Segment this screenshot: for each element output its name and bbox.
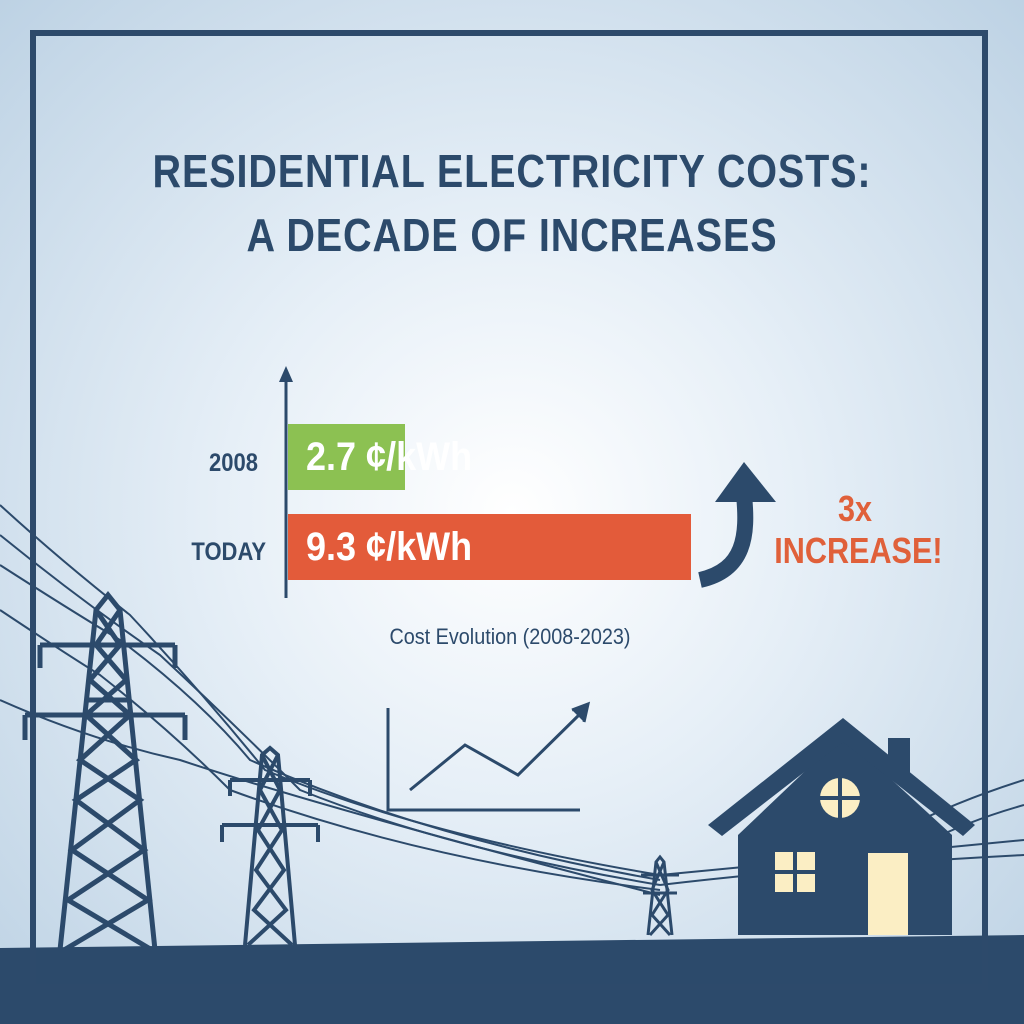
increase-label: INCREASE!: [774, 530, 943, 571]
bar-2008: 2.7 ¢/kWh: [288, 424, 472, 490]
y-axis: [279, 366, 293, 598]
bar-value-label-today: 9.3 ¢/kWh: [306, 525, 473, 569]
bar-today: 9.3 ¢/kWh: [288, 514, 691, 580]
frame-border: [30, 30, 988, 990]
category-label-2008: 2008: [209, 449, 258, 477]
transmission-tower-icon: [220, 745, 320, 947]
increase-callout: 3x INCREASE!: [774, 488, 943, 572]
transmission-tower-icon: [22, 590, 188, 953]
increase-multiplier: 3x: [837, 488, 873, 529]
ground: [0, 935, 1024, 1024]
house-icon: [708, 718, 975, 935]
line-chart-icon: [386, 701, 591, 812]
chart-title: RESIDENTIAL ELECTRICITY COSTS:: [152, 145, 872, 197]
transmission-tower-icon: [641, 854, 679, 937]
chart-subtitle: A DECADE OF INCREASES: [246, 209, 778, 261]
chart-caption: Cost Evolution (2008-2023): [389, 624, 631, 649]
bar-value-label-2008: 2.7 ¢/kWh: [306, 435, 473, 479]
category-label-today: TODAY: [191, 538, 266, 566]
trend-up-arrow-icon: [697, 462, 776, 588]
